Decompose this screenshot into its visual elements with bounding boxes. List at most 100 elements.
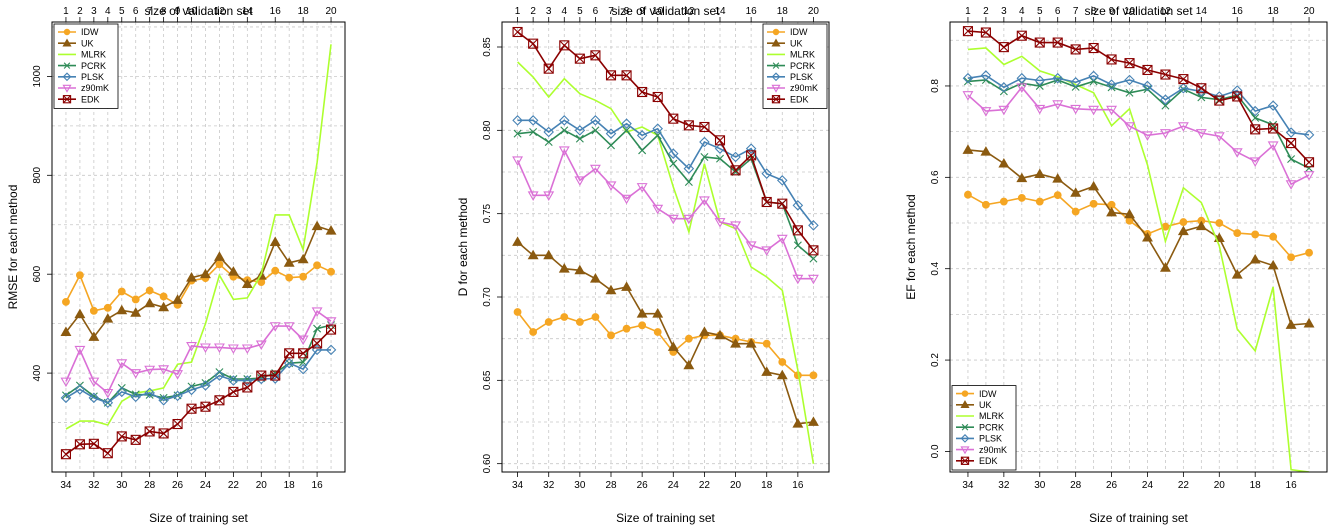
data-point [1106,79,1117,90]
series-uk [60,220,337,341]
top-tick-label: 12 [1160,6,1172,17]
data-point [808,245,819,256]
legend-label: PLSK [790,72,813,82]
series-line [517,61,815,464]
data-point [1106,54,1117,65]
series-line [517,119,815,226]
data-point [527,191,539,201]
data-point [638,146,647,155]
data-point [186,272,197,282]
data-point [102,313,114,323]
top-tick-label: 14 [714,6,726,17]
legend-entry: EDK [767,94,809,104]
data-point [103,303,112,312]
data-point [777,175,788,186]
data-point [960,456,970,465]
legend-label: z90mK [790,83,818,93]
data-point [116,359,128,369]
legend-entry: PLSK [767,72,813,82]
y-tick-label: 0.60 [482,453,493,473]
y-tick-label: 0.85 [482,37,493,57]
data-point [560,313,569,321]
data-point [544,138,553,146]
data-point [1195,220,1207,231]
data-point [144,387,155,399]
x-tick-label: 28 [1070,480,1082,491]
data-point [1305,164,1314,173]
data-point [74,384,86,395]
data-point [1287,253,1296,262]
y-axis-title: D for each method [456,198,470,297]
data-point [730,165,741,176]
data-point [590,50,601,61]
data-point [1303,317,1315,328]
top-tick-label: 5 [119,6,125,17]
data-point [60,377,72,388]
data-point [809,371,818,380]
data-point [241,344,253,354]
data-point [558,146,570,156]
series-pcrk [61,321,336,407]
data-point [200,343,211,353]
data-point [102,388,114,399]
data-point [172,418,183,430]
top-tick-label: 20 [1303,6,1315,17]
data-point [130,307,142,317]
data-point [311,220,323,231]
data-point [1214,95,1225,106]
data-point [116,386,128,398]
data-point [63,62,71,69]
series-edk [962,26,1315,168]
data-point [131,295,140,304]
data-point [61,391,70,400]
series-z90mk [60,307,337,399]
x-tick-label: 32 [543,480,555,491]
legend-entry: PLSK [58,72,104,82]
x-tick-label: 22 [228,480,240,491]
data-point [1034,37,1045,48]
top-tick-label: 16 [1232,6,1244,17]
top-tick-label: 20 [808,6,820,17]
data-point [730,338,742,348]
data-point [1232,91,1243,102]
data-point [1052,37,1063,48]
data-point [1231,269,1243,279]
legend-label: PCRK [979,422,1004,432]
legend-entry: IDW [767,27,808,37]
data-point [228,386,239,397]
top-tick-label: 6 [133,6,139,17]
data-point [1034,75,1046,86]
data-point [558,263,570,273]
legend-label: PCRK [81,61,106,71]
data-point [512,26,523,38]
data-point [683,163,695,174]
data-point [1231,148,1243,158]
data-point [144,426,155,437]
data-point [761,366,773,376]
data-point [621,281,633,291]
data-point [962,26,974,37]
legend-entry: EDK [58,94,100,104]
data-point [1125,88,1134,97]
data-point [1052,100,1064,110]
data-point [745,241,757,251]
data-point [637,86,648,98]
data-point [1178,82,1189,94]
y-tick-label: 1000 [32,65,43,88]
y-axis: 0.0 0.2 0.4 0.6 0.8 [930,79,950,458]
legend-label: EDK [979,456,998,466]
data-point [513,308,522,316]
legend-label: PLSK [979,434,1002,444]
data-point [229,375,238,384]
legend-label: IDW [790,27,808,37]
x-axis-bottom: 34 32 30 28 26 24 22 20 18 16 [512,472,804,491]
data-point [213,251,225,261]
data-point [285,273,294,282]
legend-label: z90mK [81,83,109,93]
legend-label: UK [979,400,992,410]
data-point [771,72,781,82]
data-point [652,204,664,215]
data-point [589,164,601,175]
data-point [745,143,757,154]
